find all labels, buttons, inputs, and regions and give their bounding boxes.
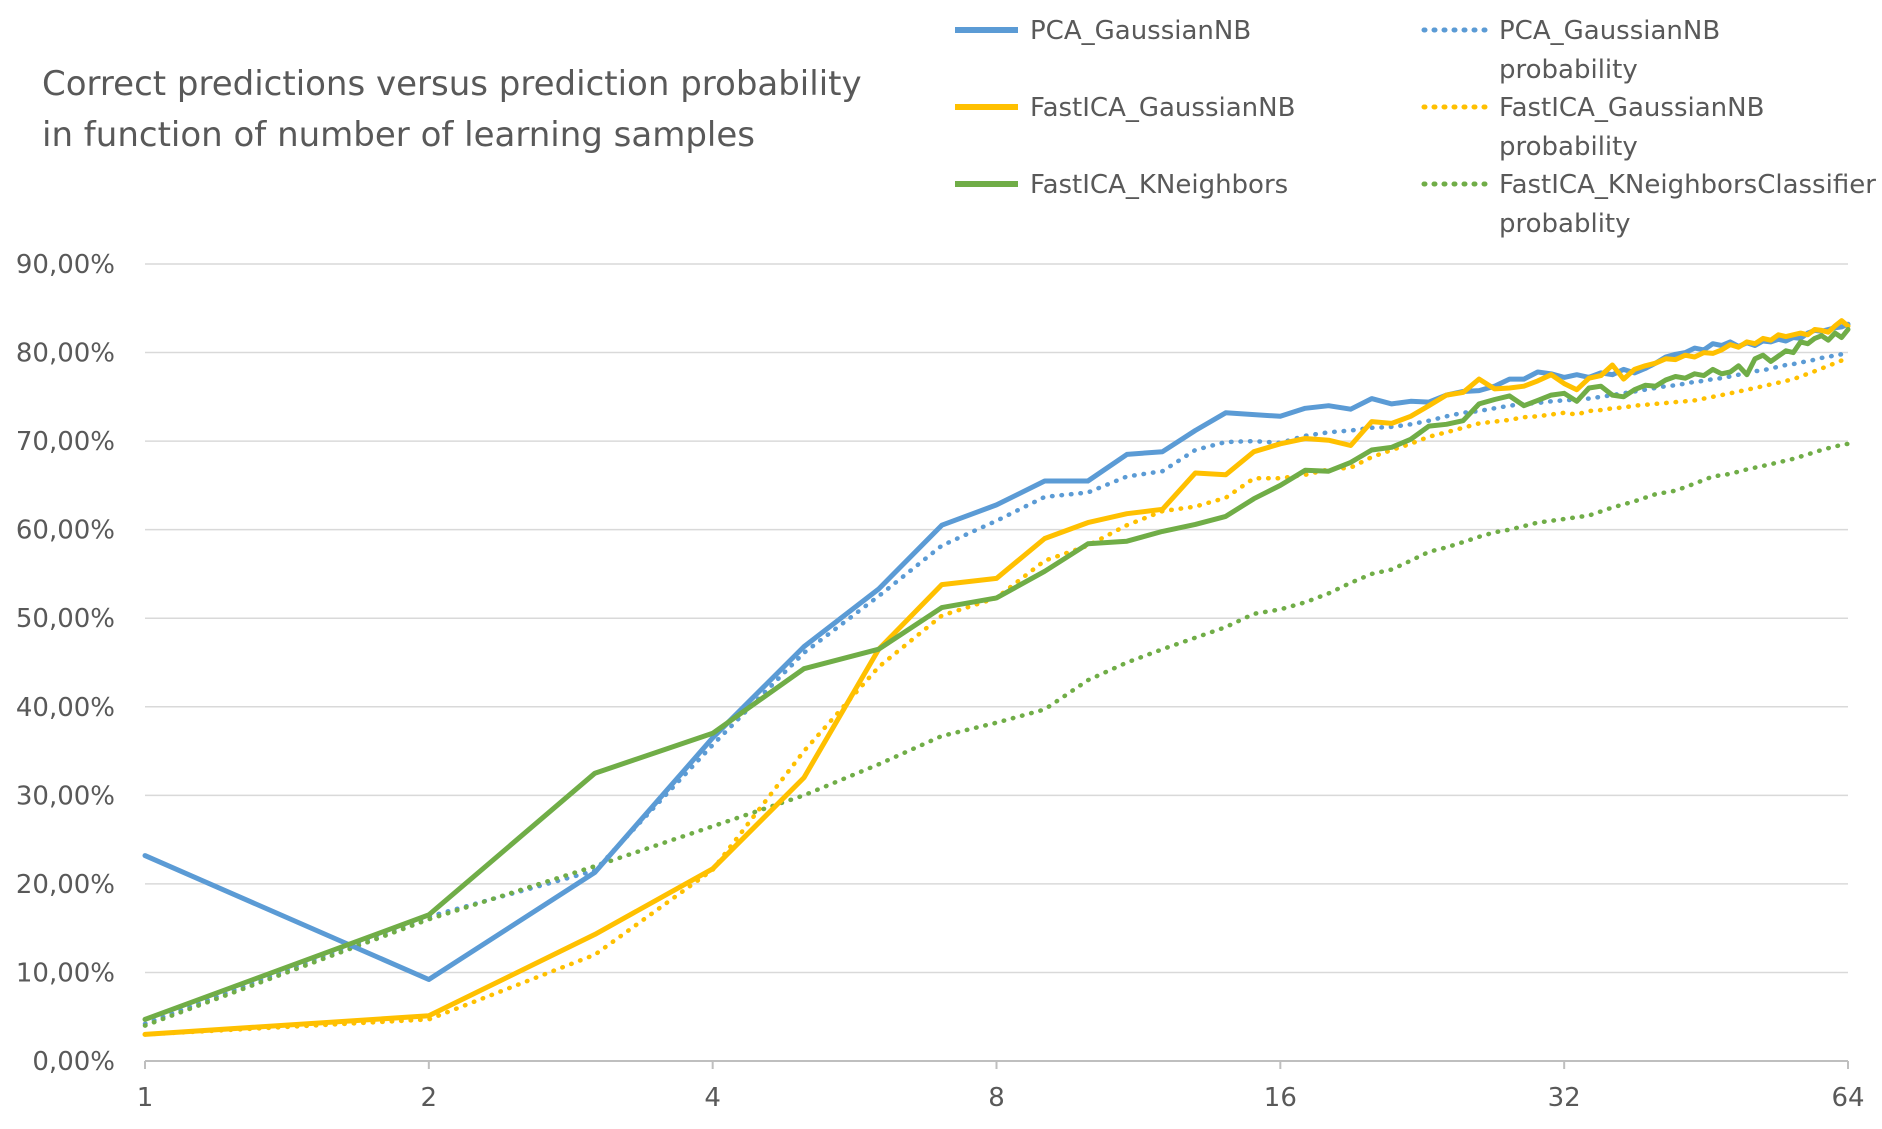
chart-title-line-2: in function of number of learning sample… [42,115,755,155]
y-axis-tick-labels: 0,00% 10,00% 20,00% 30,00% 40,00% 50,00% 60,00… [16,250,115,1077]
y-tick-label: 70,00% [16,427,115,457]
y-tick-label: 80,00% [16,339,115,369]
x-tick-label: 64 [1831,1083,1864,1113]
x-tick-label: 1 [137,1083,154,1113]
series-line-fastica-gaussiannb [142,318,1851,1037]
y-tick-label: 50,00% [16,604,115,634]
legend-label: FastICA_KNeighbors [1030,170,1288,200]
legend-label: PCA_GaussianNB [1030,16,1251,46]
legend-label: probability [1499,55,1638,85]
legend: PCA_GaussianNB PCA_GaussianNB probabilit… [955,16,1876,239]
legend-item-fastica-kneighborsclassifier-probablity[interactable]: FastICA_KNeighborsClassifier probablity [1421,170,1876,239]
y-tick-label: 10,00% [16,958,115,988]
series-line-pca-gaussiannb [142,321,1851,982]
gridlines [145,263,1848,1062]
legend-label: FastICA_KNeighborsClassifier [1499,170,1876,200]
y-tick-label: 0,00% [32,1047,115,1077]
series-lines [142,318,1851,1037]
x-tick-label: 16 [1264,1083,1297,1113]
y-tick-label: 60,00% [16,516,115,546]
x-axis-tick-labels: 1 2 4 8 16 32 64 [137,1061,1865,1113]
x-tick-label: 2 [421,1083,438,1113]
series-line-fastica-kneighbors [142,327,1851,1022]
y-tick-label: 20,00% [16,870,115,900]
legend-label: probability [1499,132,1638,162]
x-tick-label: 4 [704,1083,721,1113]
legend-item-fastica-gaussiannb-probability[interactable]: FastICA_GaussianNB probability [1421,93,1764,162]
legend-label: PCA_GaussianNB [1499,16,1720,46]
series-line-fastica-kneighborsclassifier-probablity [142,441,1851,1028]
y-tick-label: 40,00% [16,693,115,723]
chart-title-line-1: Correct predictions versus prediction pr… [42,64,862,104]
legend-item-pca-gaussiannb-probability[interactable]: PCA_GaussianNB probability [1421,16,1720,85]
legend-label: FastICA_GaussianNB [1030,93,1295,123]
series-line-fastica-gaussiannb-probability [142,354,1851,1037]
legend-item-fastica-kneighbors[interactable]: FastICA_KNeighbors [955,170,1288,200]
legend-label: FastICA_GaussianNB [1499,93,1764,123]
y-tick-label: 90,00% [16,250,115,280]
x-tick-label: 8 [988,1083,1005,1113]
x-tick-label: 32 [1548,1083,1581,1113]
chart-title: Correct predictions versus prediction pr… [42,64,862,155]
legend-item-pca-gaussiannb[interactable]: PCA_GaussianNB [955,16,1251,46]
y-tick-label: 30,00% [16,781,115,811]
legend-label: probablity [1499,209,1631,239]
legend-item-fastica-gaussiannb[interactable]: FastICA_GaussianNB [955,93,1295,123]
